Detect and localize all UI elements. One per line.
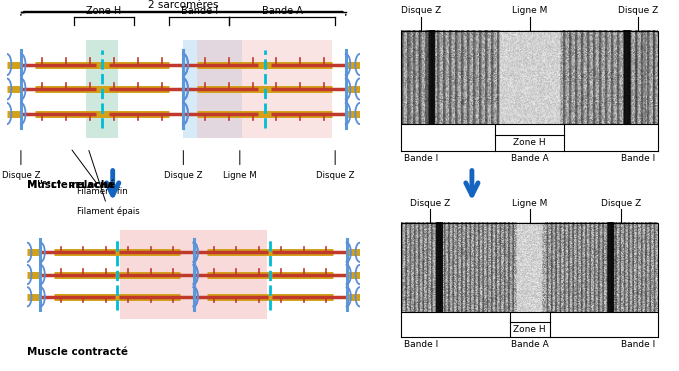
Text: Disque Z: Disque Z (1, 171, 40, 180)
Bar (401, 31, 658, 124)
Text: Zone H: Zone H (86, 6, 122, 16)
Text: Bande A: Bande A (511, 154, 549, 163)
Text: Disque Z: Disque Z (401, 6, 441, 15)
Text: Disque Z: Disque Z (316, 171, 354, 180)
Text: Ligne M: Ligne M (512, 199, 547, 208)
Bar (120, 230, 267, 319)
Text: Bande I: Bande I (181, 6, 218, 16)
Text: Bande I: Bande I (621, 340, 655, 349)
Text: Ligne M: Ligne M (223, 171, 257, 180)
Text: 2 sarcomères: 2 sarcomères (148, 0, 219, 10)
Text: Bande I: Bande I (621, 154, 655, 163)
Text: Disque Z: Disque Z (164, 171, 202, 180)
Text: Bande A: Bande A (262, 6, 303, 16)
Bar (86, 40, 118, 138)
Text: Zone H: Zone H (513, 138, 546, 147)
Bar (401, 223, 658, 312)
Text: Zone H: Zone H (513, 325, 546, 334)
Text: Bande I: Bande I (404, 340, 439, 349)
Text: Ligne M: Ligne M (512, 6, 547, 15)
Text: Disque Z: Disque Z (618, 6, 658, 15)
Text: Disque Z: Disque Z (409, 199, 450, 208)
Text: Disque Z: Disque Z (601, 199, 641, 208)
Text: Μᵁˢᶜʟᵉ  ʀᴇʟᴀᴄʜᴀ: Μᵁˢᶜʟᵉ ʀᴇʟᴀᴄʜᴀ (27, 180, 114, 190)
Text: Bande A: Bande A (511, 340, 549, 349)
Text: Filament fin: Filament fin (72, 150, 128, 196)
Bar (183, 40, 242, 138)
Text: Bande I: Bande I (404, 154, 439, 163)
Text: Filament épais: Filament épais (77, 151, 140, 216)
Text: Muscle contracté: Muscle contracté (27, 347, 128, 357)
Text: Muscle relaché: Muscle relaché (27, 180, 115, 190)
Bar (198, 40, 332, 138)
